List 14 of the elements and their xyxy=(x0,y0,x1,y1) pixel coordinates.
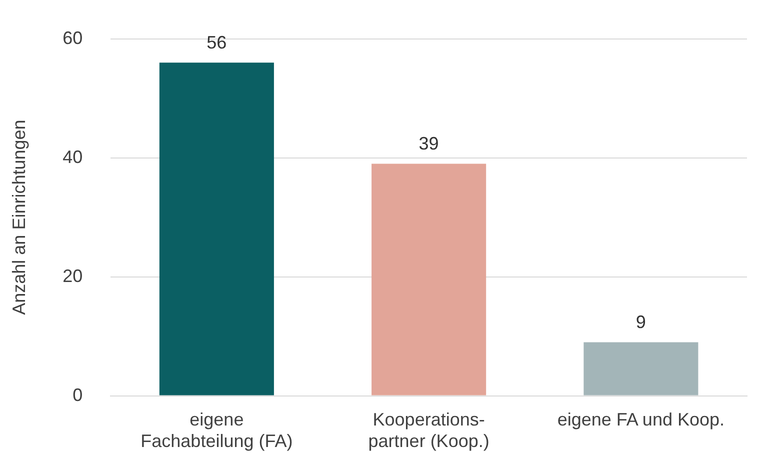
bar xyxy=(159,62,274,396)
x-tick-label: eigene Fachabteilung (FA) xyxy=(140,410,293,452)
data-label: 56 xyxy=(206,32,227,53)
data-label: 39 xyxy=(418,134,439,154)
y-tick-label: 20 xyxy=(62,266,83,286)
y-axis-title: Anzahl an Einrichtungen xyxy=(8,120,29,315)
y-tick-label: 60 xyxy=(62,28,83,48)
y-tick-label: 40 xyxy=(62,146,83,167)
x-tick-label: Kooperations-partner (Koop.) xyxy=(368,410,490,452)
data-label: 9 xyxy=(636,312,646,332)
y-tick-label: 0 xyxy=(72,384,83,405)
bar xyxy=(584,342,698,396)
x-tick-label: eigene FA und Koop. xyxy=(557,410,725,430)
bar xyxy=(372,164,486,396)
